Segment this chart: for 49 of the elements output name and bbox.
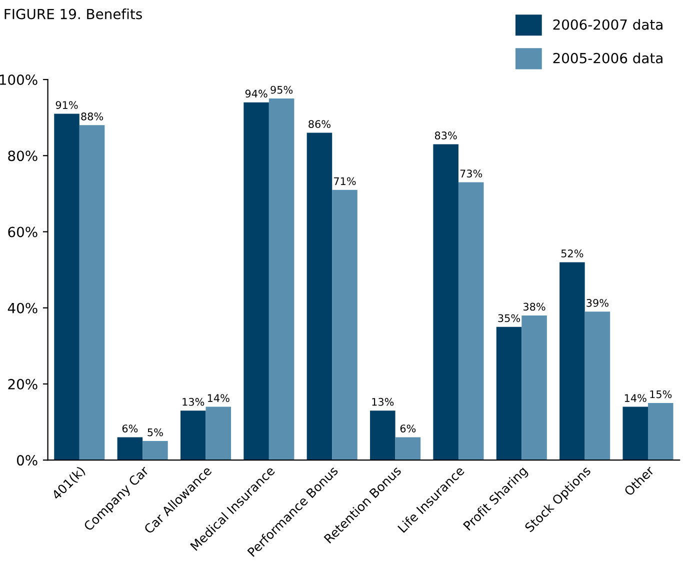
data-label: 35%: [498, 314, 520, 322]
data-label: 14%: [624, 394, 646, 402]
bar: [206, 406, 232, 460]
data-label: 13%: [372, 398, 394, 406]
y-tick-label: 20%: [8, 378, 38, 390]
data-label: 5%: [148, 428, 163, 436]
data-label: 15%: [650, 390, 672, 398]
bar: [79, 125, 105, 460]
legend-label: 2006-2007 data: [553, 19, 662, 30]
bar: [522, 315, 547, 460]
y-tick-label: 0%: [16, 455, 38, 466]
bar: [584, 312, 610, 460]
data-label: 13%: [182, 398, 204, 406]
bar: [244, 102, 269, 460]
bar: [496, 326, 522, 460]
bar: [268, 98, 294, 460]
bar: [306, 132, 332, 460]
data-label: 71%: [334, 177, 356, 186]
bar: [395, 437, 421, 460]
chart-title: FIGURE 19. Benefits: [4, 8, 142, 20]
bar: [370, 410, 396, 460]
bar: [648, 402, 674, 460]
bar: [117, 437, 143, 460]
data-label: 39%: [586, 298, 608, 307]
bar: [433, 144, 458, 460]
data-label: 95%: [270, 86, 293, 94]
bar: [622, 406, 648, 460]
bar: [332, 190, 358, 460]
data-label: 38%: [523, 302, 546, 311]
data-label: 91%: [56, 101, 78, 109]
y-tick-label: 60%: [8, 226, 38, 238]
bar: [54, 114, 80, 460]
data-label: 14%: [208, 394, 230, 402]
y-tick-label: 40%: [8, 302, 38, 314]
bar: [180, 410, 206, 460]
legend-label: 2005-2006 data: [553, 52, 662, 64]
data-label: 86%: [308, 120, 330, 128]
data-label: 83%: [434, 132, 457, 140]
y-tick-label: 100%: [0, 74, 38, 85]
y-tick-label: 80%: [8, 150, 38, 162]
bar: [458, 182, 484, 460]
data-label: 73%: [460, 170, 482, 178]
data-label: 94%: [245, 90, 268, 98]
data-label: 88%: [81, 112, 104, 120]
data-label: 6%: [400, 424, 416, 432]
data-label: 6%: [122, 424, 138, 432]
data-label: 52%: [561, 250, 584, 258]
bar: [142, 441, 168, 460]
bar: [560, 262, 585, 460]
